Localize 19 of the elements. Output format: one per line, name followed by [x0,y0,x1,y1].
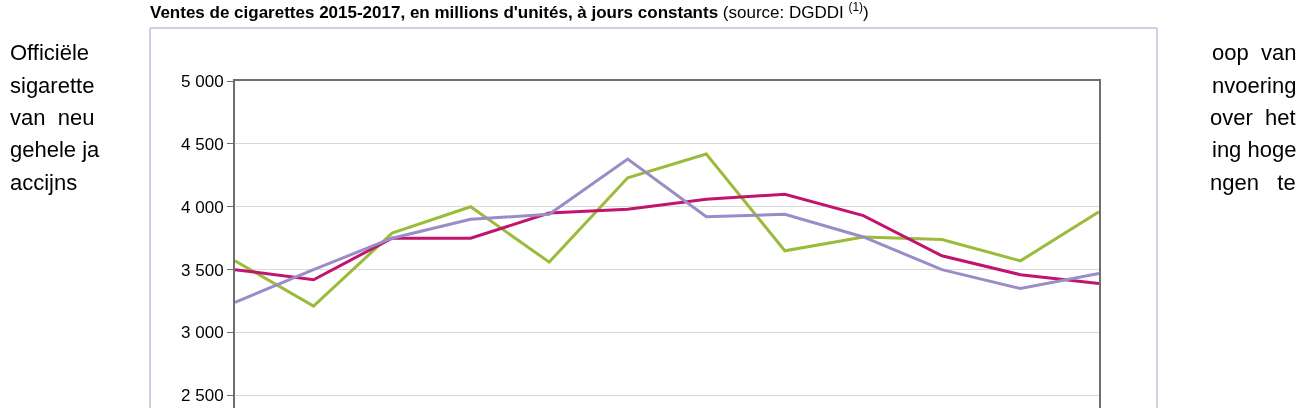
text: over het [1210,105,1296,130]
y-tick-label: 2 500 [181,386,224,406]
y-tick-label: 4 000 [181,197,224,217]
y-tick-label: 5 000 [181,71,224,91]
text: ing hoge [1212,137,1297,162]
text: oop van [1212,40,1297,65]
text: accijns [10,170,78,195]
y-tick-label: 3 000 [181,323,224,343]
line-series [235,192,1099,285]
text: ngen te [1210,170,1296,195]
text: van neu [10,105,95,130]
chart-title: Ventes de cigarettes 2015-2017, en millions d'unités, à jours constants [150,2,719,22]
text: sigarette [10,73,95,98]
y-tick-label: 4 500 [181,134,224,154]
text: gehele ja [10,137,101,162]
text: nvoering [1212,73,1297,98]
y-tick-label: 3 500 [181,260,224,280]
chart-subtitle: (source: DGDDI $^{(1)}$) [722,0,869,22]
text: Officiële [10,40,90,65]
